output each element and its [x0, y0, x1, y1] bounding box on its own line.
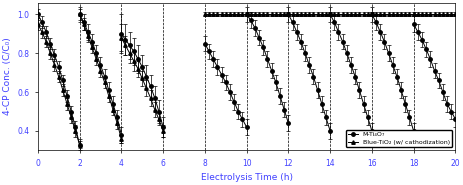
Y-axis label: 4-CP Conc. (C/C₀): 4-CP Conc. (C/C₀): [3, 38, 12, 115]
Legend: M-Ti₄O₇, Blue-TiO₂ (w/ cathodization): M-Ti₄O₇, Blue-TiO₂ (w/ cathodization): [346, 130, 452, 147]
X-axis label: Electrolysis Time (h): Electrolysis Time (h): [200, 173, 293, 182]
